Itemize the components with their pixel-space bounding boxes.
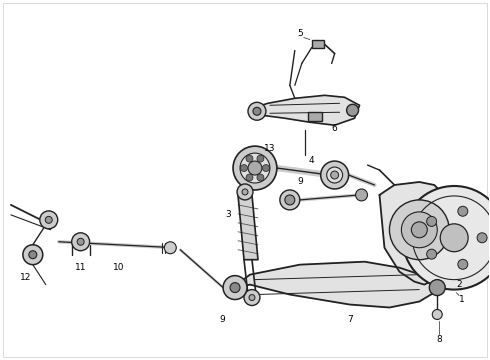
Circle shape	[257, 155, 264, 162]
Circle shape	[356, 189, 368, 201]
Text: 10: 10	[113, 263, 124, 272]
Polygon shape	[252, 95, 360, 125]
Circle shape	[427, 249, 437, 259]
Circle shape	[402, 186, 490, 289]
Text: 11: 11	[75, 263, 86, 272]
Circle shape	[346, 104, 359, 116]
Circle shape	[164, 242, 176, 254]
Text: 1: 1	[459, 295, 465, 304]
Circle shape	[427, 216, 437, 226]
Circle shape	[458, 259, 468, 269]
Circle shape	[477, 233, 487, 243]
Circle shape	[285, 195, 295, 205]
Circle shape	[45, 216, 52, 223]
Text: 8: 8	[437, 335, 442, 344]
Circle shape	[29, 251, 37, 259]
Circle shape	[249, 294, 255, 301]
Circle shape	[280, 190, 300, 210]
Circle shape	[246, 174, 253, 181]
Bar	[312, 40, 324, 48]
Circle shape	[72, 233, 90, 251]
Circle shape	[429, 280, 445, 296]
Text: 13: 13	[264, 144, 276, 153]
Circle shape	[401, 212, 437, 248]
Circle shape	[244, 289, 260, 306]
Bar	[308, 112, 322, 121]
Circle shape	[241, 165, 247, 171]
Circle shape	[248, 161, 262, 175]
Text: 5: 5	[297, 29, 303, 38]
Circle shape	[248, 102, 266, 120]
Circle shape	[223, 276, 247, 300]
Circle shape	[242, 189, 248, 195]
Circle shape	[432, 310, 442, 319]
Text: 6: 6	[332, 124, 338, 133]
Circle shape	[233, 146, 277, 190]
Circle shape	[253, 107, 261, 115]
Text: 9: 9	[297, 177, 303, 186]
Circle shape	[412, 222, 427, 238]
Circle shape	[77, 238, 84, 245]
Polygon shape	[230, 262, 439, 307]
Text: 7: 7	[347, 315, 352, 324]
Circle shape	[331, 171, 339, 179]
Text: 2: 2	[456, 280, 462, 289]
Circle shape	[257, 174, 264, 181]
Circle shape	[327, 167, 343, 183]
Polygon shape	[379, 182, 449, 285]
Text: 3: 3	[225, 210, 231, 219]
Circle shape	[390, 200, 449, 260]
Circle shape	[321, 161, 348, 189]
Circle shape	[263, 165, 270, 171]
Polygon shape	[238, 195, 258, 260]
Circle shape	[440, 224, 468, 252]
Circle shape	[394, 208, 444, 258]
Circle shape	[458, 206, 468, 216]
Text: 4: 4	[309, 156, 315, 165]
Circle shape	[40, 211, 58, 229]
Circle shape	[237, 184, 253, 200]
Circle shape	[23, 245, 43, 265]
Text: 9: 9	[219, 315, 225, 324]
Circle shape	[246, 155, 253, 162]
Circle shape	[240, 153, 270, 183]
Circle shape	[230, 283, 240, 293]
Text: 12: 12	[20, 273, 31, 282]
